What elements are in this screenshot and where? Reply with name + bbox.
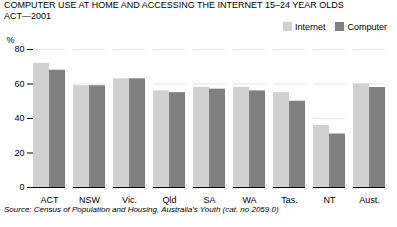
html-text:Internet: Internet bbox=[295, 22, 326, 32]
svg-text:WA: WA bbox=[242, 195, 256, 205]
svg-text:Tas.: Tas. bbox=[281, 195, 298, 205]
svg-text:20: 20 bbox=[14, 148, 24, 158]
svg-text:SA: SA bbox=[203, 195, 215, 205]
svg-text:40: 40 bbox=[14, 113, 24, 123]
svg-text:0: 0 bbox=[19, 182, 24, 192]
svg-text:80: 80 bbox=[14, 44, 24, 54]
html-text:ACT—2001: ACT—2001 bbox=[4, 11, 51, 21]
svg-text:Vic.: Vic. bbox=[122, 195, 137, 205]
svg-text:%: % bbox=[7, 35, 15, 45]
svg-text:Aust.: Aust. bbox=[359, 195, 380, 205]
svg-text:ACT: ACT bbox=[41, 195, 60, 205]
html-text:COMPUTER USE AT HOME AND ACCES: COMPUTER USE AT HOME AND ACCESSING THE I… bbox=[4, 0, 344, 10]
html-text:Source: Census of Population a: Source: Census of Population and Housing… bbox=[4, 205, 279, 214]
svg-text:60: 60 bbox=[14, 79, 24, 89]
svg-text:Qld: Qld bbox=[162, 195, 176, 205]
svg-text:NSW: NSW bbox=[79, 195, 101, 205]
html-text:Computer: Computer bbox=[347, 22, 387, 32]
svg-text:NT: NT bbox=[324, 195, 336, 205]
